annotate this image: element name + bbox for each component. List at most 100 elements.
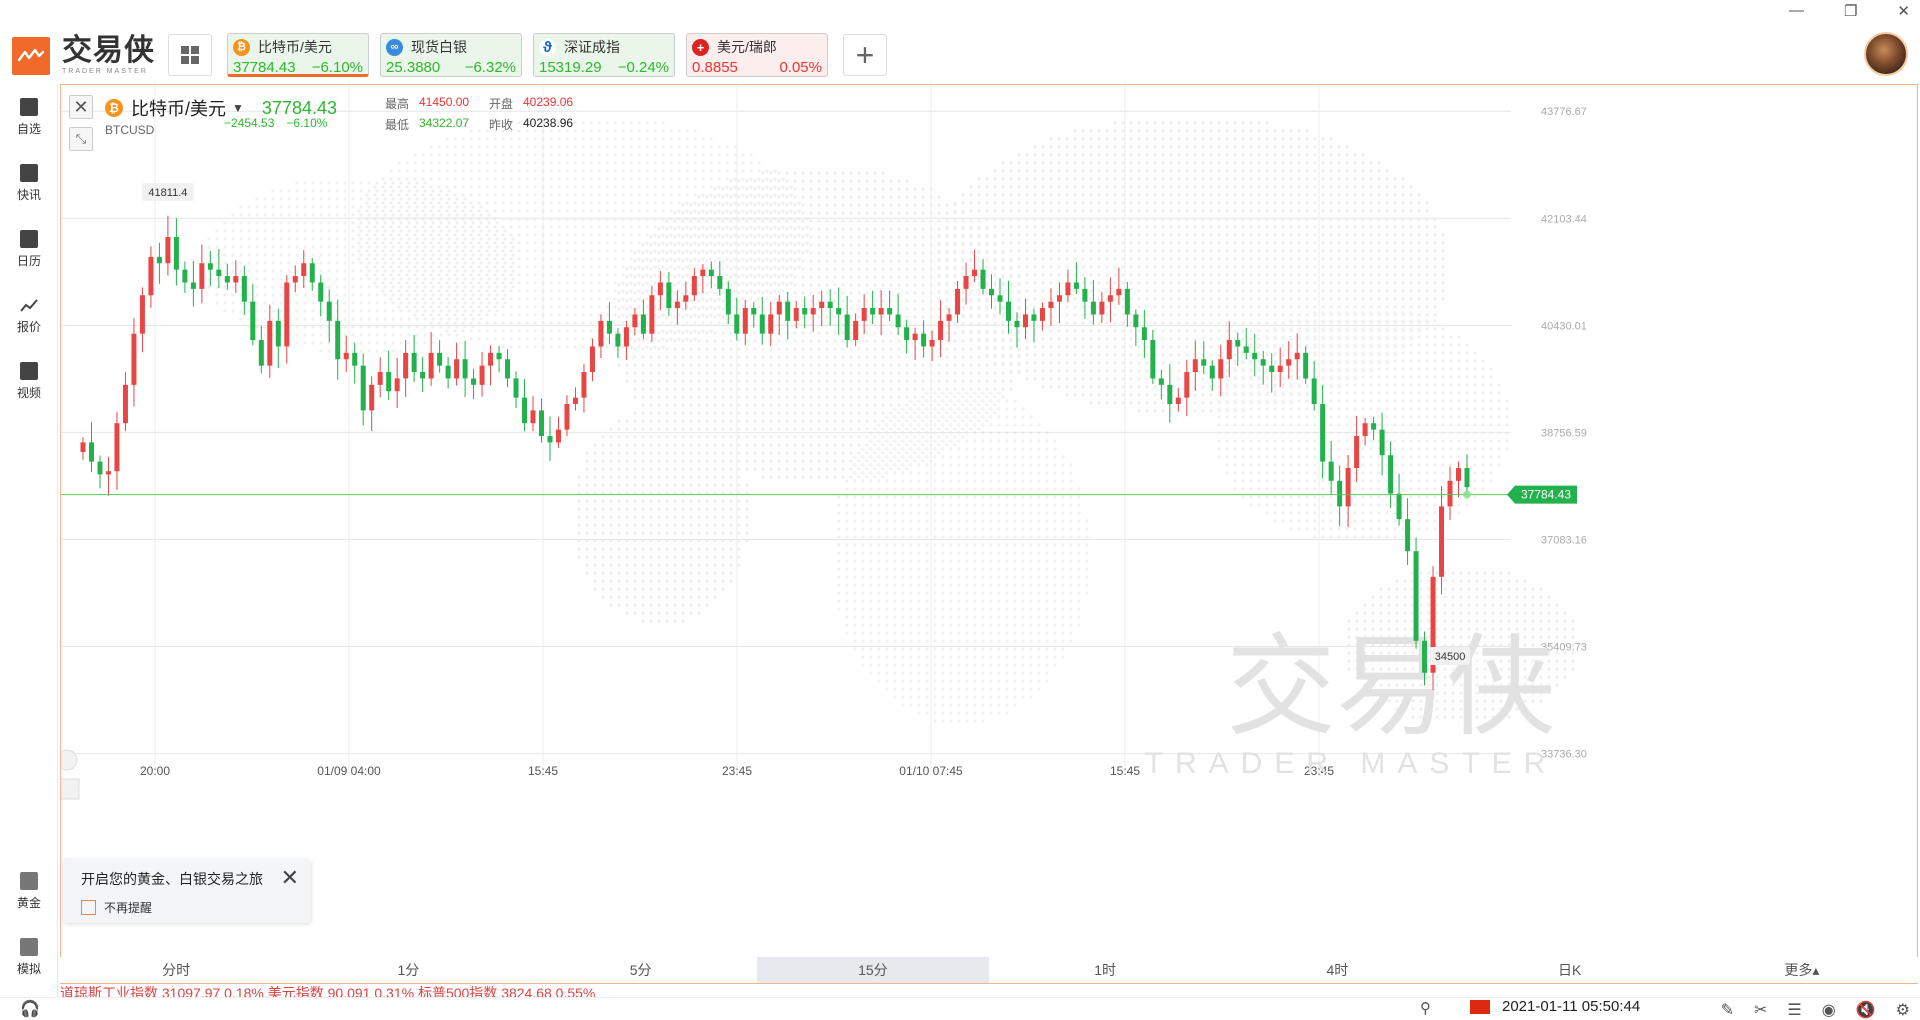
candle-body [182, 269, 188, 283]
candle-body [921, 333, 927, 347]
video-icon [20, 362, 38, 380]
candle-body [734, 314, 740, 334]
mute-icon[interactable]: 🔇 [1855, 1002, 1876, 1019]
candle-body [589, 346, 595, 373]
candle-body [1447, 480, 1453, 507]
notice-close-icon[interactable]: ✕ [280, 865, 299, 890]
timeframe-7[interactable]: 更多▴ [1784, 962, 1820, 978]
candle-body [997, 295, 1003, 302]
sidebar-item-gold[interactable]: 黄金 [0, 872, 58, 911]
timeframe-5[interactable]: 4时 [1326, 962, 1349, 978]
network-icon[interactable]: ⚲ [1420, 1000, 1431, 1017]
logo-mark-icon [12, 36, 50, 75]
add-tab-button[interactable]: + [843, 34, 887, 76]
close-window-icon[interactable]: ✕ [1897, 3, 1910, 20]
candle-body [861, 308, 867, 321]
avatar[interactable] [1864, 32, 1908, 76]
y-tick-label: 37083.16 [1541, 534, 1587, 546]
candle-body [1379, 429, 1385, 456]
candle-body [1090, 301, 1096, 315]
candle-body [1430, 576, 1436, 673]
candle-body [224, 276, 230, 283]
tab-change: −6.32% [464, 59, 516, 76]
top-bar: 交易侠 TRADER MASTER ₿ 比特币/美元 37784.43 −6.10%… [0, 0, 1920, 84]
sidebar-item-label: 自选 [16, 122, 41, 136]
timeframe-0[interactable]: 分时 [162, 962, 191, 978]
dont-remind-checkbox[interactable]: 不再提醒 [81, 899, 293, 916]
candle-body [1456, 468, 1462, 481]
open-label: 开盘 [489, 97, 514, 111]
timeframe-4[interactable]: 1时 [1094, 962, 1117, 978]
tab-btcusd[interactable]: ₿ 比特币/美元 37784.43 −6.10% [227, 33, 369, 77]
candle-body [275, 320, 281, 347]
camera-icon[interactable]: ◉ [1821, 1002, 1836, 1019]
brand-subtitle: TRADER MASTER [62, 68, 148, 75]
clock: 2021-01-11 05:50:44 [1470, 998, 1640, 1015]
bitcoin-icon: ₿ [105, 99, 123, 117]
tools-icon[interactable]: ✂ [1754, 1002, 1768, 1019]
candlestick-chart[interactable]: 43776.67 42103.44 40430.01 38756.59 37083.16… [61, 85, 1917, 955]
candle-body [522, 397, 528, 424]
restore-icon[interactable]: ❐ [1843, 3, 1858, 20]
symbol-dropdown-icon[interactable]: ▼ [232, 101, 244, 115]
candle-body [615, 333, 621, 347]
candle-body [1252, 352, 1258, 360]
settings-icon[interactable]: ⚙ [1895, 1002, 1910, 1019]
minimize-icon[interactable]: — [1788, 2, 1804, 19]
x-tick-label: 01/09 04:00 [317, 764, 381, 778]
candle-body [844, 314, 850, 341]
tab-silver[interactable]: ∞ 现货白银 25.3880 −6.32% [380, 33, 522, 77]
candle-body [955, 288, 961, 315]
candle-body [946, 314, 952, 321]
candle-body [445, 365, 451, 379]
sidebar-item-watchlist[interactable]: 自选 [0, 98, 58, 137]
symbol-name[interactable]: 比特币/美元 [131, 99, 227, 119]
x-tick-label: 15:45 [1110, 764, 1140, 778]
timeframe-bar: 分时 1分 5分 15分 1时 4时 日K 更多▴ [60, 957, 1918, 983]
y-tick-label: 42103.44 [1541, 213, 1587, 225]
sidebar-item-news[interactable]: 快讯 [0, 164, 58, 203]
candle-body [479, 365, 485, 385]
candle-body [802, 308, 808, 315]
candle-body [513, 378, 519, 398]
candle-body [165, 236, 171, 264]
high-value: 41450.00 [419, 95, 470, 109]
candle-body [1286, 359, 1292, 366]
status-icons: ✎ ✂ ☰ ◉ 🔇 ⚙ [1721, 1000, 1910, 1020]
candle-body [827, 301, 833, 309]
watchlist-icon [20, 98, 38, 116]
tab-price: 0.8855 [692, 59, 738, 76]
tab-label: 美元/瑞郎 [717, 39, 777, 55]
sidebar-item-calendar[interactable]: 日历 [0, 230, 58, 269]
candle-body [1150, 340, 1156, 379]
market-ticker: 道琼斯工业指数 31097.97 0.18% 美元指数 90.091 0.31%… [60, 985, 596, 997]
sidebar-item-simulation[interactable]: 模拟 [0, 938, 58, 977]
sidebar-item-video[interactable]: 视频 [0, 362, 58, 401]
y-tick-label: 35409.73 [1541, 642, 1587, 654]
menu-icon[interactable]: ☰ [1787, 1002, 1802, 1019]
tab-usdchf[interactable]: + 美元/瑞郎 0.8855 0.05% [686, 33, 828, 77]
close-chart-button[interactable]: ✕ [69, 95, 93, 119]
candle-body [878, 308, 884, 315]
low-value: 34322.07 [419, 116, 470, 130]
collapse-button[interactable]: ⤡ [69, 127, 93, 151]
candle-body [88, 442, 94, 462]
timeframe-6[interactable]: 日K [1557, 962, 1582, 978]
candle-body [80, 442, 86, 453]
candle-body [963, 276, 969, 289]
tab-label: 现货白银 [411, 39, 467, 55]
timeframe-2[interactable]: 5分 [629, 962, 652, 978]
layout-grid-button[interactable] [168, 34, 212, 76]
candle-body [309, 263, 315, 283]
checkbox-box[interactable] [81, 900, 96, 915]
sidebar-item-quotes[interactable]: 报价 [0, 296, 58, 335]
timeframe-1[interactable]: 1分 [397, 962, 420, 978]
edit-icon[interactable]: ✎ [1720, 1002, 1735, 1019]
candle-body [1388, 455, 1394, 494]
world-map-background [207, 121, 1575, 723]
x-tick-label: 23:45 [1304, 764, 1334, 778]
headset-icon[interactable]: 🎧 [20, 1001, 40, 1018]
candle-body [1226, 340, 1232, 360]
timeframe-3[interactable]: 15分 [756, 957, 989, 983]
tab-shenzhen-index[interactable]: ϑ 深证成指 15319.29 −0.24% [533, 33, 675, 77]
